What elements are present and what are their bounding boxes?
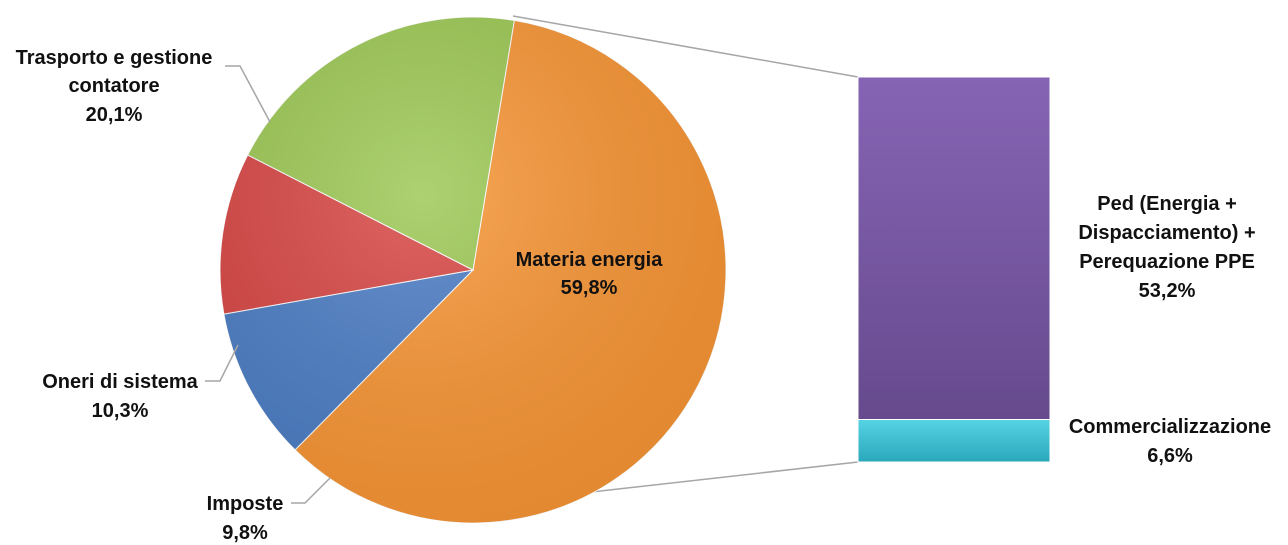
slice-label-imposte: Imposte 9,8% bbox=[207, 493, 284, 544]
bar-label-ped: Ped (Energia + Dispacciamento) + Perequa… bbox=[1078, 193, 1255, 302]
bar-label-comm: Commercializzazione 6,6% bbox=[1069, 416, 1271, 467]
bar-label-comm-name: Commercializzazione bbox=[1069, 416, 1271, 438]
slice-label-materia-value: 59,8% bbox=[561, 277, 618, 299]
bar-label-comm-value: 6,6% bbox=[1147, 445, 1193, 467]
slice-label-materia: Materia energia 59,8% bbox=[516, 249, 664, 299]
bar-segment-ped bbox=[857, 76, 1051, 421]
bar-segment-comm bbox=[857, 419, 1051, 463]
slice-label-imposte-name: Imposte bbox=[207, 493, 284, 515]
slice-label-trasporto-line1: Trasporto e gestione bbox=[16, 47, 213, 69]
bar-label-ped-line3: Perequazione PPE bbox=[1079, 251, 1255, 273]
stacked-bar bbox=[857, 76, 1051, 463]
leader-line-oneri bbox=[205, 344, 239, 382]
slice-label-oneri-value: 10,3% bbox=[92, 400, 149, 422]
leader-line-trasporto bbox=[225, 65, 271, 123]
bar-label-ped-line1: Ped (Energia + bbox=[1097, 193, 1237, 215]
slice-label-trasporto: Trasporto e gestione contatore 20,1% bbox=[16, 47, 213, 126]
slice-label-materia-name: Materia energia bbox=[516, 249, 664, 271]
bar-label-ped-value: 53,2% bbox=[1139, 280, 1196, 302]
slice-label-trasporto-value: 20,1% bbox=[86, 104, 143, 126]
slice-label-oneri-name: Oneri di sistema bbox=[42, 371, 198, 393]
leader-line-imposte bbox=[291, 477, 331, 504]
slice-label-trasporto-line2: contatore bbox=[68, 75, 159, 97]
bar-label-ped-line2: Dispacciamento) + bbox=[1078, 222, 1255, 244]
slice-label-oneri: Oneri di sistema 10,3% bbox=[42, 371, 198, 422]
slice-label-imposte-value: 9,8% bbox=[222, 522, 268, 544]
